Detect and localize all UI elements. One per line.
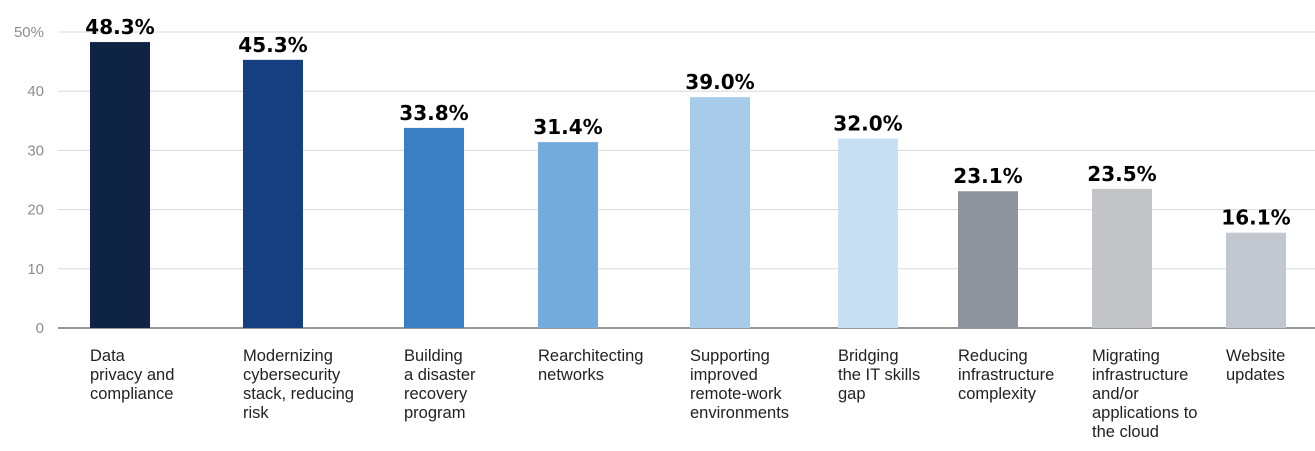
x-tick-label: Rearchitecting networks <box>538 347 644 384</box>
y-tick-label: 50% <box>14 24 44 41</box>
data-label: 33.8% <box>399 101 468 125</box>
data-label: 39.0% <box>685 70 754 94</box>
x-tick-label: Data privacy and compliance <box>90 347 175 403</box>
data-label: 23.1% <box>953 164 1022 188</box>
bar <box>958 191 1018 328</box>
data-label: 23.5% <box>1087 162 1156 186</box>
data-label: 45.3% <box>238 33 307 57</box>
bar <box>1226 232 1286 328</box>
data-label: 16.1% <box>1221 206 1290 230</box>
y-tick-label: 20 <box>27 202 44 219</box>
y-axis-ticks: 0 10 20 30 40 50% <box>14 24 44 337</box>
bar <box>90 42 150 329</box>
bars <box>90 42 1286 329</box>
data-label: 32.0% <box>833 112 902 136</box>
y-tick-label: 30 <box>27 142 44 159</box>
y-tick-label: 0 <box>36 320 44 337</box>
bar <box>1092 188 1152 328</box>
x-tick-label: Bridging the IT skills gap <box>838 347 921 403</box>
bar <box>243 59 303 328</box>
bar <box>404 127 464 329</box>
y-tick-label: 10 <box>27 261 44 278</box>
x-tick-label: Website updates <box>1226 347 1286 384</box>
y-tick-label: 40 <box>27 83 44 100</box>
x-tick-label: Reducing infrastructure complexity <box>958 347 1055 403</box>
x-tick-label: Supporting improved remote-work environm… <box>690 347 790 422</box>
x-tick-label: Building a disaster recovery program <box>404 347 476 422</box>
data-label: 48.3% <box>85 15 154 39</box>
bar <box>838 138 898 328</box>
x-tick-label: Migrating infrastructure and/or applicat… <box>1092 347 1198 441</box>
data-label: 31.4% <box>533 115 602 139</box>
bar <box>690 97 750 329</box>
x-tick-label: Modernizing cybersecurity stack, reducin… <box>243 347 354 422</box>
bar <box>538 142 598 328</box>
value-labels: 48.3% 45.3% 33.8% 31.4% 39.0% 32.0% 23.1% 23.5%… <box>85 15 1290 230</box>
